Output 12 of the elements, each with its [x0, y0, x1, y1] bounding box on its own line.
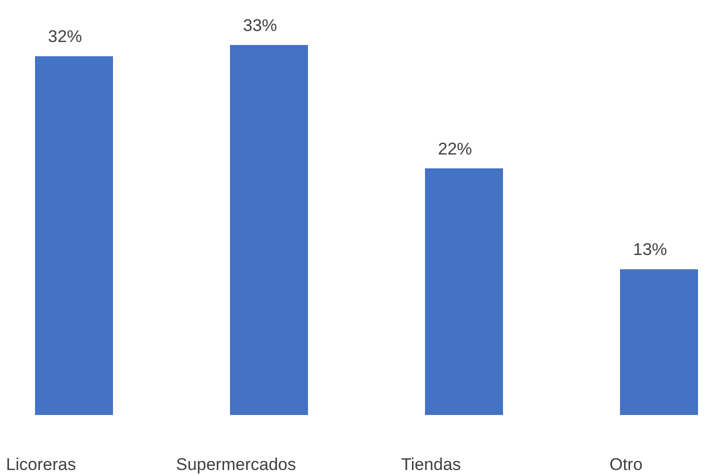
- bar: [620, 269, 698, 415]
- bar: [35, 56, 113, 415]
- data-label: 32%: [48, 27, 82, 46]
- bar: [425, 168, 503, 415]
- x-tick-label: Licoreras: [6, 455, 76, 474]
- data-label: 33%: [242, 16, 278, 35]
- data-label: 13%: [632, 240, 668, 260]
- x-tick-label: Tiendas: [401, 455, 461, 474]
- x-tick-label: Otro: [609, 455, 643, 474]
- bar: [230, 45, 308, 415]
- data-label: 22%: [438, 139, 472, 158]
- x-tick-label: Supermercados: [176, 455, 296, 474]
